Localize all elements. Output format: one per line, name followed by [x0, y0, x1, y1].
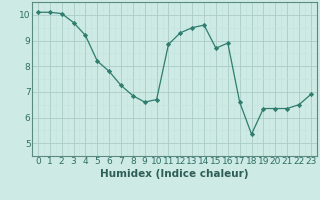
X-axis label: Humidex (Indice chaleur): Humidex (Indice chaleur) [100, 169, 249, 179]
